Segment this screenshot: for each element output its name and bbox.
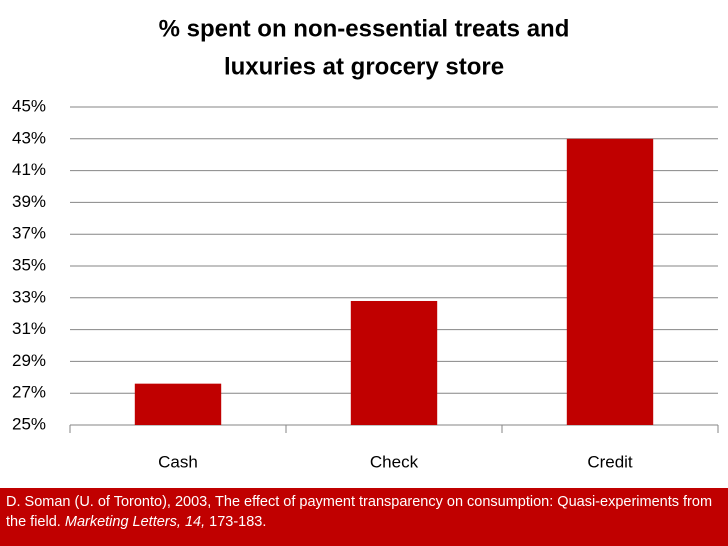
y-tick-label: 25%: [12, 414, 46, 433]
x-tick-label: Cash: [158, 452, 198, 471]
y-tick-label: 37%: [12, 224, 46, 243]
y-tick-label: 39%: [12, 192, 46, 211]
bar: [566, 138, 654, 426]
y-tick-label: 45%: [12, 96, 46, 115]
y-tick-label: 35%: [12, 255, 46, 274]
y-tick-label: 31%: [12, 319, 46, 338]
source-pages: 173-183.: [209, 514, 267, 530]
source-text: D. Soman (U. of Toronto), 2003, The effe…: [6, 494, 713, 530]
x-tick-label: Credit: [587, 452, 633, 471]
y-tick-label: 41%: [12, 160, 46, 179]
y-tick-label: 33%: [12, 287, 46, 306]
bar: [350, 300, 438, 425]
y-tick-label: 27%: [12, 383, 46, 402]
x-tick-label: Check: [370, 452, 419, 471]
chart-title: luxuries at grocery store: [224, 53, 504, 80]
source-note: D. Soman (U. of Toronto), 2003, The effe…: [0, 488, 728, 546]
bar: [134, 383, 222, 425]
chart: % spent on non-essential treats and luxu…: [12, 15, 719, 471]
source-journal: Marketing Letters, 14,: [64, 514, 206, 530]
y-tick-label: 43%: [12, 128, 46, 147]
y-tick-label: 29%: [12, 351, 46, 370]
chart-title: % spent on non-essential treats and: [159, 15, 570, 42]
